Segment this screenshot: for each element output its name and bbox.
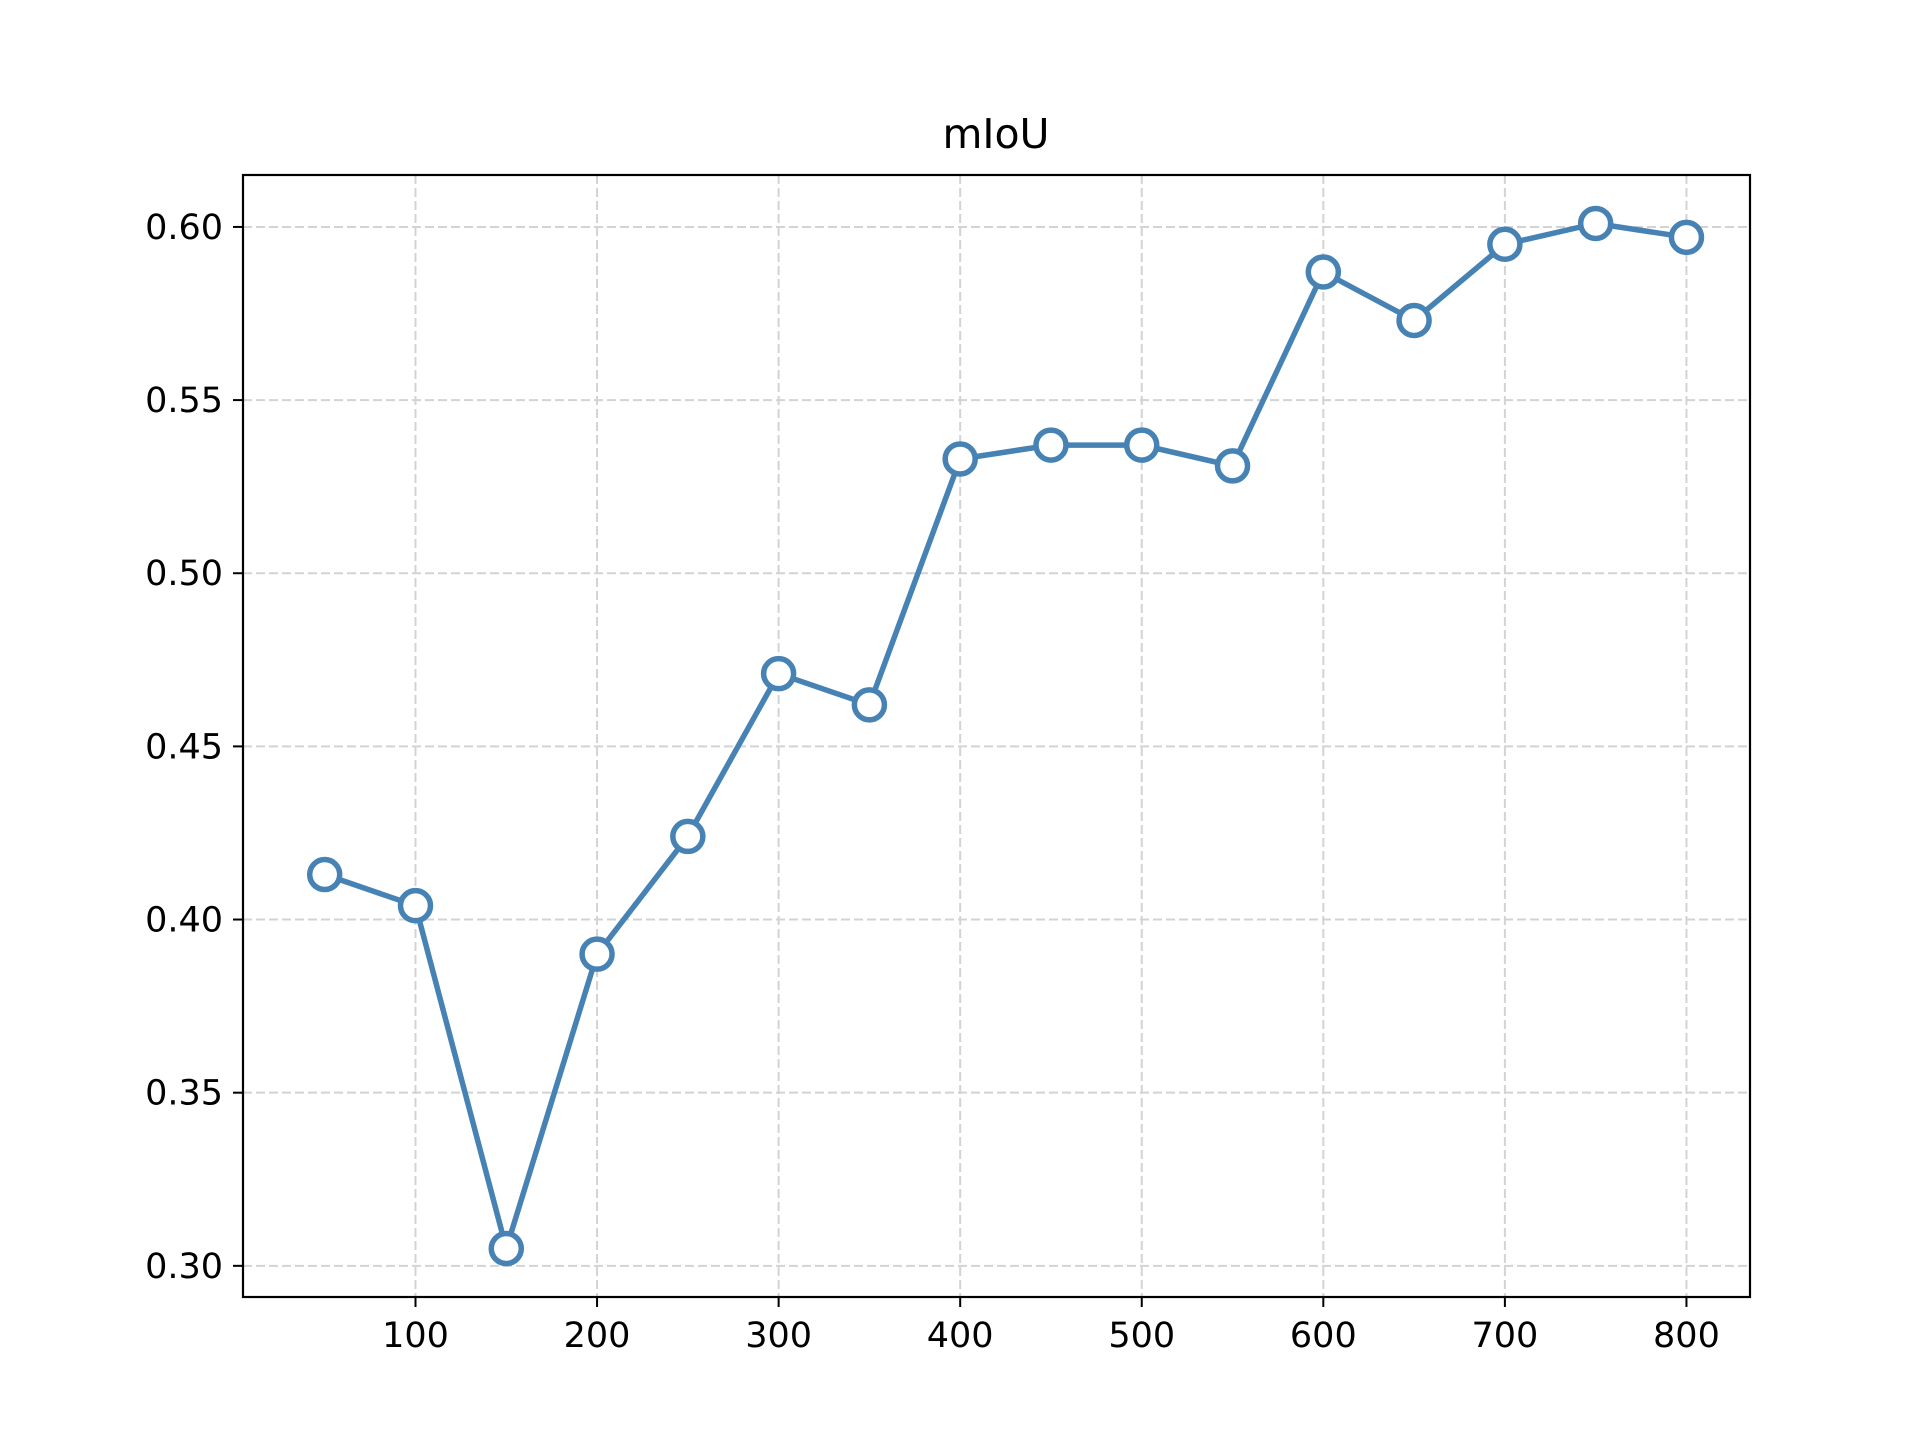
y-tick-label: 0.45 (145, 727, 223, 767)
data-point (1487, 226, 1523, 263)
plot-frame (241, 173, 1752, 1299)
x-tick-label: 800 (1653, 1316, 1720, 1356)
series-line (321, 220, 1690, 1252)
x-tick-label: 100 (382, 1316, 449, 1356)
data-point (851, 687, 888, 723)
data-point (1214, 448, 1251, 484)
y-tick-label: 0.60 (145, 208, 223, 248)
y-axis: 0.30 0.35 0.40 0.45 0.50 0.55 0.60 (145, 208, 243, 1287)
y-tick-label: 0.40 (145, 901, 223, 941)
x-tick-label: 600 (1290, 1316, 1357, 1356)
series-mIoU (306, 205, 1705, 1267)
data-point (942, 441, 978, 477)
x-tick-label: 400 (927, 1316, 994, 1356)
y-tick-label: 0.55 (145, 381, 223, 421)
chart-title: mIoU (942, 110, 1049, 158)
data-point (760, 655, 797, 692)
data-point (1033, 427, 1069, 463)
data-point (1124, 427, 1160, 463)
data-point (1396, 302, 1432, 339)
x-axis: 100 200 300 400 500 600 700 800 (382, 1297, 1720, 1356)
x-tick-label: 200 (564, 1316, 631, 1356)
x-tick-label: 300 (745, 1316, 812, 1356)
data-point (1305, 254, 1342, 290)
data-point (1577, 205, 1614, 242)
data-point (397, 887, 434, 924)
data-point (579, 936, 615, 972)
y-tick-label: 0.50 (145, 554, 223, 594)
x-tick-label: 700 (1471, 1316, 1538, 1356)
y-tick-label: 0.30 (145, 1247, 223, 1287)
data-point (670, 818, 706, 855)
data-point (1668, 219, 1705, 256)
x-tick-label: 500 (1108, 1316, 1175, 1356)
data-point (306, 856, 343, 893)
grid (243, 175, 1750, 1297)
y-tick-label: 0.35 (145, 1074, 223, 1114)
data-point (488, 1230, 525, 1267)
